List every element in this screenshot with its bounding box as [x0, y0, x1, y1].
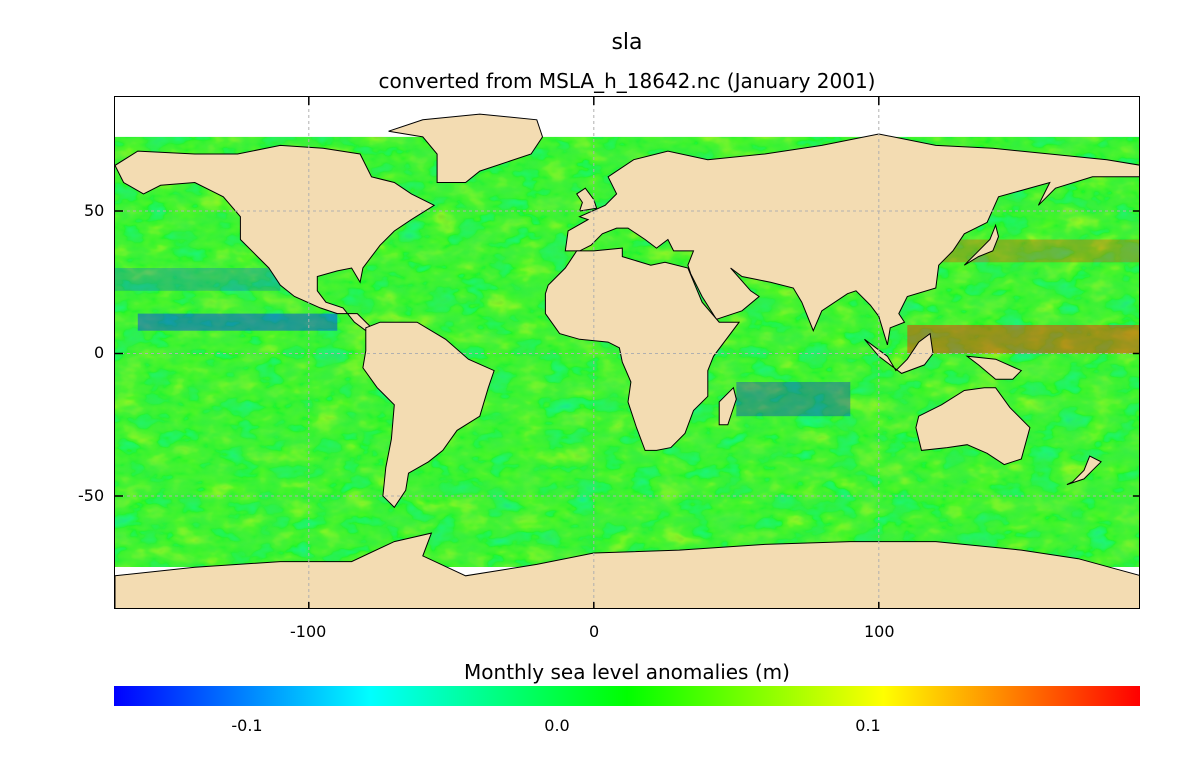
land-africa [544, 247, 741, 451]
land-uk [576, 187, 598, 212]
colorbar-tick-label: 0.0 [544, 716, 570, 735]
map-title: sla [611, 30, 643, 55]
land-masses [115, 113, 1139, 608]
x-tick-label: 0 [589, 622, 600, 641]
colorbar-tick-label: 0.1 [855, 716, 881, 735]
missing-data-region [115, 97, 1139, 137]
x-tick-label: -100 [290, 622, 327, 641]
map-subtitle: converted from MSLA_h_18642.nc (January … [378, 69, 876, 93]
land-madagascar [718, 386, 737, 426]
land-south-america [362, 321, 495, 509]
land-new-zealand [1066, 455, 1102, 486]
land-europe-asia [564, 133, 1139, 346]
y-tick-label: -50 [78, 486, 105, 505]
land-japan [963, 223, 1000, 266]
land-borneo-sumatra [864, 332, 934, 374]
y-tick-label: 0 [94, 343, 105, 362]
anomaly-band [935, 239, 1139, 263]
land-antarctica [115, 532, 1139, 608]
anomaly-band [115, 268, 281, 291]
map-canvas [115, 97, 1139, 608]
gridlines [115, 97, 1139, 608]
colorbar-label: Monthly sea level anomalies (m) [464, 660, 790, 684]
y-tick-label: 50 [84, 201, 105, 220]
anomaly-band [137, 313, 338, 331]
land-new-guinea [965, 355, 1023, 380]
sea-level-anomaly-map [114, 96, 1140, 609]
colorbar [114, 686, 1140, 706]
x-tick-label: 100 [864, 622, 895, 641]
anomaly-band [736, 382, 851, 417]
land-north-america [115, 144, 436, 332]
colorbar-tick-label: -0.1 [231, 716, 263, 735]
land-australia [915, 387, 1031, 466]
anomaly-band [907, 325, 1139, 354]
land-greenland [388, 113, 544, 183]
